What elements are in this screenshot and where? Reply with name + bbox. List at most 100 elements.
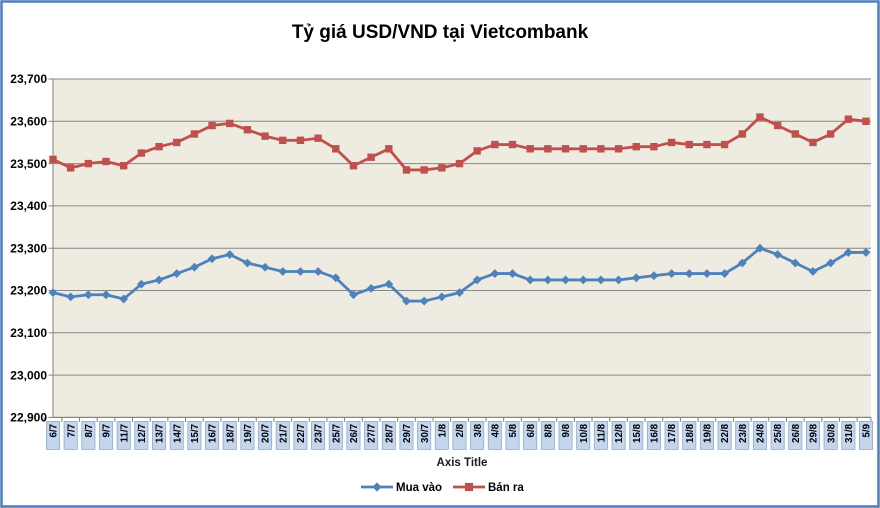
marker-ban-ra [190, 130, 199, 138]
x-axis-label: 30/7 [417, 420, 432, 450]
marker-mua-vao [154, 275, 164, 285]
x-axis-label: 6/7 [46, 420, 60, 450]
marker-mua-vao [225, 250, 235, 259]
legend: Mua vào Bán ra [361, 482, 524, 494]
x-label-text: 24/8 [756, 423, 767, 443]
marker-ban-ra [367, 153, 375, 161]
marker-mua-vao [790, 258, 800, 268]
marker-mua-vao [83, 290, 93, 300]
marker-ban-ra [155, 142, 163, 151]
x-label-box [46, 420, 60, 450]
x-label-text: 5/9 [862, 423, 873, 437]
marker-mua-vao [808, 267, 818, 276]
x-axis-label: 5/9 [859, 420, 873, 450]
x-axis-label: 15/8 [629, 420, 644, 450]
x-axis-label: 11/7 [116, 420, 131, 450]
diamond-marker-icon [372, 482, 382, 492]
x-axis-label: 26/8 [788, 420, 803, 450]
y-axis-label: 23,300 [10, 241, 47, 255]
square-marker-icon [464, 482, 474, 492]
x-label-box [434, 420, 449, 450]
x-axis-label: 2/8 [452, 420, 467, 450]
x-label-box [364, 420, 379, 450]
marker-mua-vao [737, 258, 747, 268]
marker-ban-ra [667, 138, 676, 147]
x-label-box [328, 420, 343, 450]
x-label-box [752, 420, 767, 450]
x-label-text: 29/7 [402, 423, 413, 443]
axes [43, 78, 872, 422]
x-axis-label: 8/8 [540, 420, 555, 450]
x-label-text: 11/7 [119, 423, 130, 442]
x-axis-label: 16/7 [205, 420, 220, 450]
legend-label-ban-ra: Bán ra [488, 482, 524, 494]
x-label-text: 30/7 [420, 423, 431, 443]
x-axis-label: 18/7 [222, 420, 237, 450]
marker-ban-ra [791, 130, 800, 138]
x-label-box [222, 420, 237, 450]
marker-mua-vao [843, 248, 853, 257]
x-label-text: 15/8 [632, 423, 643, 443]
marker-ban-ra [473, 147, 481, 155]
series-ban-ra [49, 113, 870, 174]
x-label-text: 23/8 [738, 423, 749, 443]
x-axis-label: 19/7 [240, 420, 255, 450]
marker-mua-vao [702, 269, 712, 278]
marker-mua-vao [384, 279, 394, 289]
x-label-text: 18/7 [225, 423, 236, 443]
legend-item-mua-vao: Mua vào [361, 482, 442, 494]
x-label-box [788, 420, 803, 450]
marker-ban-ra [809, 138, 817, 147]
x-label-box [646, 420, 661, 450]
x-label-text: 27/7 [367, 423, 378, 443]
chart-title: Tỷ giá USD/VND tại Vietcombank [292, 22, 589, 43]
x-label-text: 12/7 [137, 423, 148, 443]
marker-ban-ra [703, 140, 711, 149]
x-label-text: 22/7 [296, 423, 307, 443]
y-axis-labels: 22,900 23,000 23,100 23,200 23,300 23,400 23,5… [10, 72, 47, 424]
x-label-box [134, 420, 149, 450]
x-label-text: 1/8 [437, 423, 448, 437]
x-label-text: 25/7 [331, 423, 342, 443]
marker-mua-vao [614, 275, 623, 285]
x-axis-label: 22/8 [717, 420, 732, 450]
x-label-box [381, 420, 396, 450]
y-axis-label: 22,900 [10, 411, 47, 425]
x-label-text: 29/8 [809, 423, 820, 443]
marker-ban-ra [614, 145, 623, 153]
marker-ban-ra [579, 145, 587, 153]
x-axis-label: 1/8 [434, 420, 449, 450]
x-axis-label: 24/8 [752, 420, 767, 450]
x-axis-label: 29/8 [805, 420, 820, 450]
marker-mua-vao [243, 258, 252, 268]
x-axis-label: 6/8 [523, 420, 538, 450]
marker-mua-vao [826, 258, 836, 268]
marker-mua-vao [48, 288, 58, 298]
x-label-box [682, 420, 697, 450]
x-axis-label: 30/8 [823, 420, 838, 450]
x-axis-label: 25/8 [770, 420, 785, 450]
marker-ban-ra [773, 121, 782, 130]
marker-ban-ra [491, 140, 499, 149]
marker-mua-vao [755, 243, 765, 253]
x-axis-label: 13/7 [152, 420, 167, 450]
marker-ban-ra [650, 142, 658, 151]
x-label-box [735, 420, 750, 450]
x-label-box [664, 420, 679, 450]
x-label-text: 8/7 [84, 423, 95, 437]
x-label-box [293, 420, 308, 450]
x-label-text: 31/8 [844, 423, 855, 443]
x-label-box [540, 420, 555, 450]
x-axis-label: 23/7 [311, 420, 326, 450]
y-axis-label: 23,000 [10, 368, 47, 382]
x-axis-label: 14/7 [169, 420, 184, 450]
marker-mua-vao [207, 254, 217, 264]
marker-mua-vao [455, 288, 464, 298]
x-label-box [699, 420, 714, 450]
marker-ban-ra [597, 145, 605, 153]
marker-mua-vao [649, 271, 659, 281]
x-label-text: 8/8 [543, 423, 554, 437]
x-axis-title: Axis Title [437, 457, 488, 469]
